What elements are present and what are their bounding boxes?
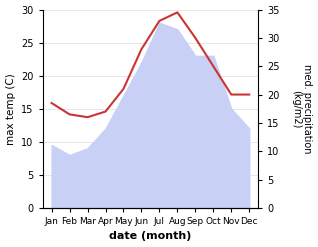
Y-axis label: med. precipitation
(kg/m2): med. precipitation (kg/m2): [291, 64, 313, 153]
Y-axis label: max temp (C): max temp (C): [5, 73, 16, 144]
X-axis label: date (month): date (month): [109, 231, 192, 242]
